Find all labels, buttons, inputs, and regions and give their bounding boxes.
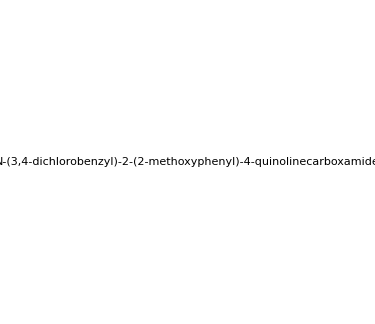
Text: N-(3,4-dichlorobenzyl)-2-(2-methoxyphenyl)-4-quinolinecarboxamide: N-(3,4-dichlorobenzyl)-2-(2-methoxypheny… <box>0 157 375 167</box>
